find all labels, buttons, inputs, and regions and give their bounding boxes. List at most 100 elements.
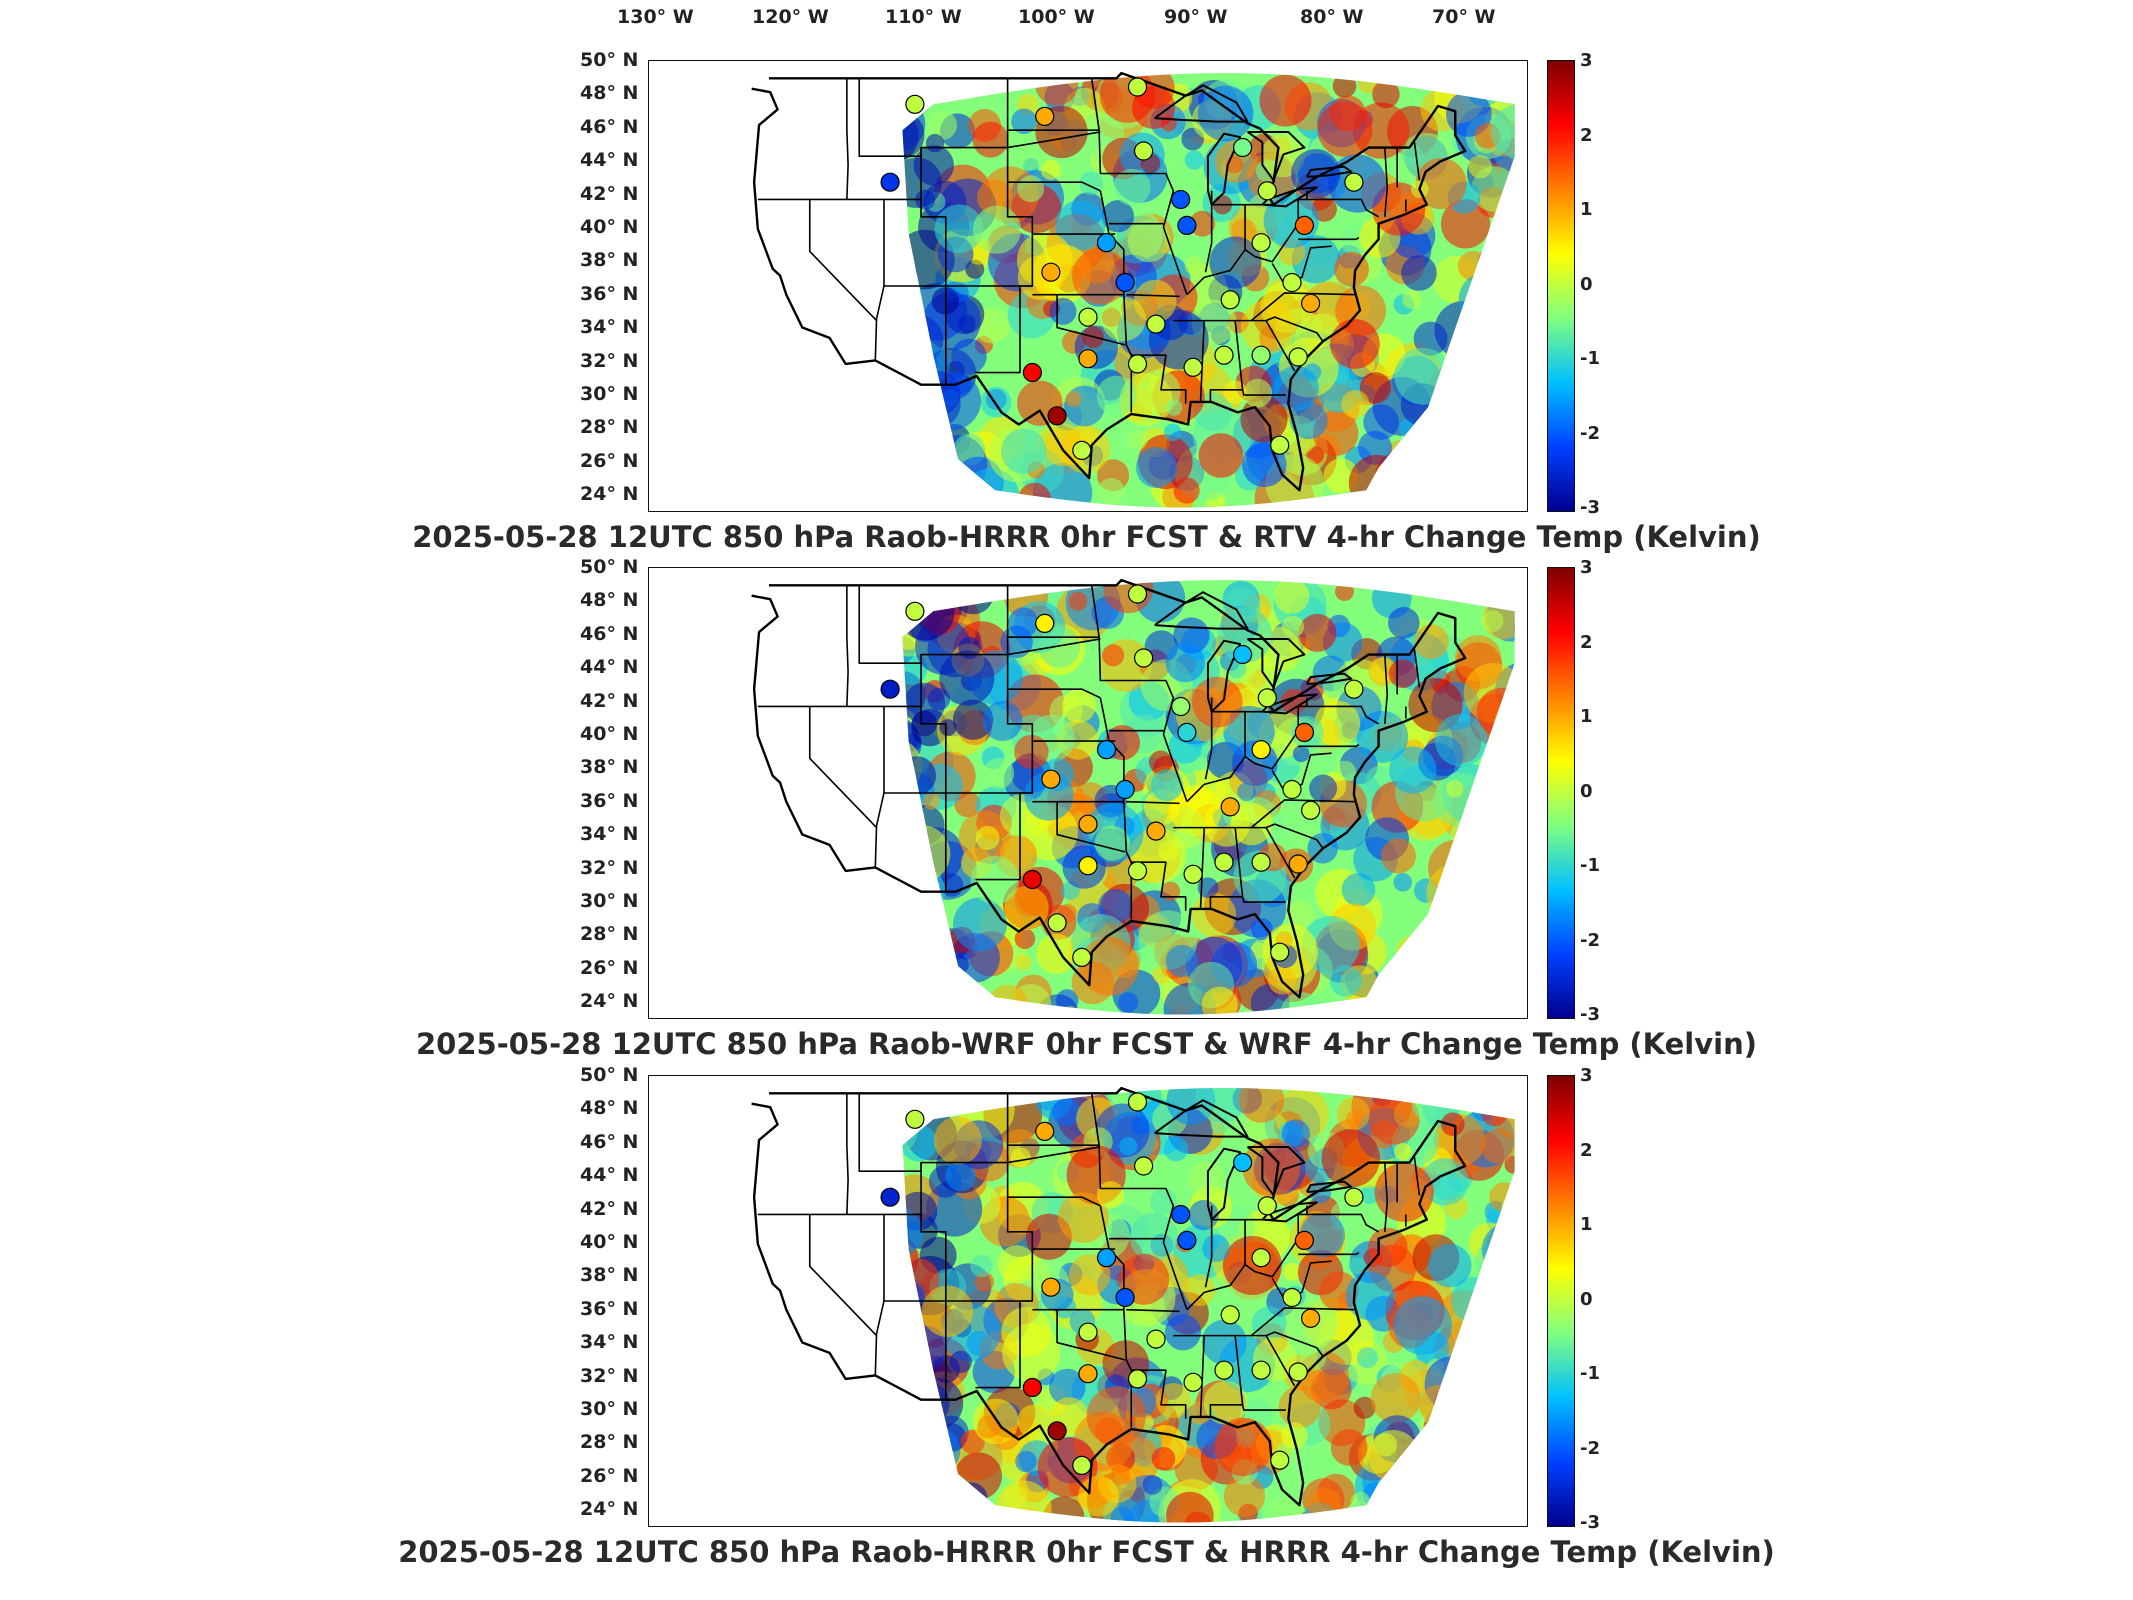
station-marker — [1288, 1362, 1308, 1382]
station-marker — [1288, 347, 1308, 367]
station-marker — [1096, 1248, 1117, 1268]
map-plot-area — [648, 60, 1528, 512]
colorbar-tick: -1 — [1580, 348, 1600, 369]
map-panel-hrrr: 50° N 48° N 46° N 44° N 42° N 40° N 38° N 36° N… — [0, 1064, 2133, 1583]
lat-label: 38° N — [580, 1264, 639, 1287]
station-marker — [1171, 189, 1191, 210]
station-marker — [1127, 1092, 1148, 1112]
lon-label: 80° W — [1300, 6, 1364, 28]
station-marker — [1177, 722, 1197, 742]
station-marker — [1251, 1360, 1271, 1380]
station-marker — [1232, 137, 1253, 158]
lat-label: 34° N — [580, 316, 639, 339]
station-marker — [1127, 77, 1148, 97]
lat-label: 32° N — [580, 349, 639, 372]
station-marker — [1041, 1277, 1061, 1297]
station-marker — [1288, 854, 1308, 874]
lat-label: 44° N — [580, 1164, 639, 1187]
colorbar — [1547, 60, 1575, 512]
colorbar — [1547, 567, 1575, 1019]
station-marker — [1072, 947, 1092, 967]
lat-label: 50° N — [580, 1064, 639, 1086]
station-marker — [1300, 800, 1321, 820]
colorbar-tick: 3 — [1580, 50, 1593, 71]
station-marker — [1096, 740, 1117, 760]
station-marker — [1294, 722, 1315, 742]
station-marker — [1115, 272, 1135, 293]
station-marker — [1072, 1455, 1092, 1475]
station-marker — [905, 1109, 925, 1129]
colorbar-tick: 1 — [1580, 1214, 1593, 1235]
lon-label: 110° W — [885, 6, 962, 28]
lat-label: 40° N — [580, 216, 639, 238]
station-marker — [1078, 1364, 1098, 1384]
lat-label: 36° N — [580, 1297, 639, 1320]
station-marker — [1047, 1421, 1067, 1441]
lat-label: 42° N — [580, 1197, 639, 1220]
lat-label: 50° N — [580, 556, 639, 578]
station-marker — [1134, 141, 1154, 161]
station-marker — [1146, 1329, 1166, 1349]
lat-label: 34° N — [580, 1331, 639, 1354]
station-marker — [1072, 440, 1092, 460]
colorbar-tick: 2 — [1580, 124, 1593, 146]
station-marker — [1183, 864, 1203, 884]
lat-label: 32° N — [580, 856, 639, 879]
station-marker — [1251, 740, 1271, 760]
station-marker — [1078, 1322, 1098, 1342]
station-marker — [1251, 233, 1271, 253]
lat-label: 28° N — [580, 923, 639, 946]
station-marker — [880, 679, 900, 699]
lat-label: 34° N — [580, 823, 639, 846]
station-marker — [880, 172, 900, 192]
station-marker — [1127, 1369, 1148, 1389]
station-marker — [1171, 696, 1191, 717]
colorbar-tick: -1 — [1580, 855, 1600, 876]
colorbar-tick: 3 — [1580, 1065, 1593, 1086]
lat-label: 24° N — [580, 990, 639, 1013]
lat-label: 46° N — [580, 1130, 639, 1153]
station-marker — [1035, 613, 1055, 634]
lat-label: 50° N — [580, 49, 639, 71]
colorbar-tick: -2 — [1580, 1437, 1600, 1459]
station-marker — [1134, 1156, 1154, 1176]
station-marker — [1078, 307, 1098, 327]
station-marker — [1078, 814, 1098, 834]
station-marker — [1022, 362, 1042, 383]
lat-label: 28° N — [580, 416, 639, 439]
colorbar — [1547, 1075, 1575, 1527]
station-marker — [1047, 406, 1067, 426]
station-marker — [1220, 797, 1240, 817]
station-marker — [880, 1187, 900, 1207]
station-marker — [1177, 215, 1197, 235]
colorbar-tick: -2 — [1580, 422, 1600, 444]
lat-label: 32° N — [580, 1364, 639, 1387]
station-marker — [1214, 345, 1234, 365]
lat-label: 46° N — [580, 115, 639, 138]
colorbar-tick: 3 — [1580, 557, 1593, 578]
lat-label: 40° N — [580, 1231, 639, 1253]
station-marker — [1041, 262, 1061, 282]
lat-label: 48° N — [580, 82, 639, 105]
panel-title: 2025-05-28 12UTC 850 hPa Raob-WRF 0hr FC… — [415, 1027, 1757, 1061]
lat-label: 46° N — [580, 622, 639, 645]
station-marker — [1078, 856, 1098, 876]
station-marker — [1035, 106, 1055, 127]
colorbar-tick: 0 — [1580, 780, 1593, 802]
station-marker — [1047, 913, 1067, 933]
station-marker — [905, 601, 925, 621]
map-panel-wrf: 50° N 48° N 46° N 44° N 42° N 40° N 38° N 36° N… — [0, 556, 2133, 1075]
station-marker — [1183, 357, 1203, 377]
station-marker — [1251, 852, 1271, 872]
station-marker — [1344, 1187, 1364, 1207]
panel-title: 2025-05-28 12UTC 850 hPa Raob-HRRR 0hr F… — [412, 520, 1761, 554]
lat-label: 28° N — [580, 1431, 639, 1454]
station-marker — [1232, 644, 1253, 665]
station-marker — [1270, 942, 1290, 962]
station-marker — [1282, 1287, 1302, 1308]
station-marker — [1022, 869, 1042, 890]
station-marker — [1115, 779, 1135, 800]
station-marker — [1232, 1152, 1253, 1173]
lat-label: 48° N — [580, 1097, 639, 1120]
station-marker — [1251, 1248, 1271, 1268]
